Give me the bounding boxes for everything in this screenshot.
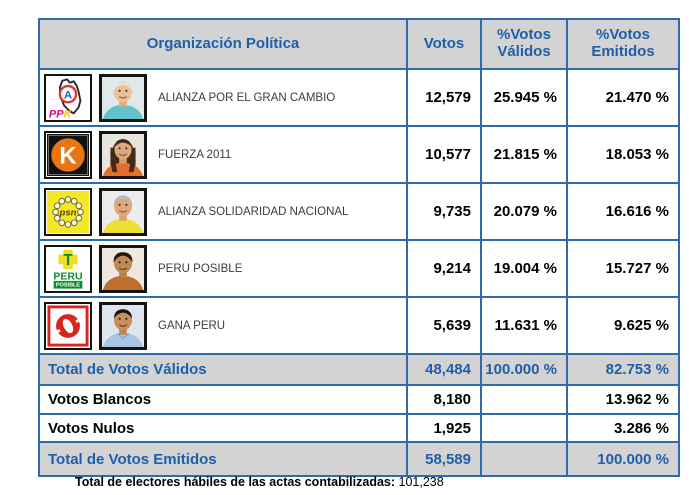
gana-peru-logo-icon (44, 301, 92, 350)
pct-validos-cell: 25.945 % (480, 68, 568, 127)
pct-validos-cell (480, 384, 568, 415)
party-cell: A PPK (38, 68, 408, 127)
party-name: PERU POSIBLE (158, 262, 243, 275)
party-row-gana-peru: GANA PERU 5,639 11.631 % 9.625 % (38, 296, 680, 355)
pct-validos-cell (480, 413, 568, 443)
party-row-fuerza-2011: K (38, 125, 680, 184)
svg-text:POSIBLE: POSIBLE (56, 282, 81, 288)
pct-validos-cell: 20.079 % (480, 182, 568, 241)
summary-label: Votos Nulos (38, 413, 408, 443)
pct-emitidos-cell: 18.053 % (566, 125, 680, 184)
party-name: GANA PERU (158, 319, 226, 332)
candidate-photo (99, 73, 147, 122)
summary-label: Votos Blancos (38, 384, 408, 415)
votes-cell: 48,484 (406, 353, 482, 386)
col-header-votos: Votos (406, 18, 482, 70)
votes-cell: 10,577 (406, 125, 482, 184)
pct-validos-cell: 19.004 % (480, 239, 568, 298)
candidate-photo (99, 187, 147, 236)
total-votos-emitidos-row: Total de Votos Emitidos 58,589 100.000 % (38, 441, 680, 477)
alianza-gran-cambio-logo-icon: A PPK (44, 73, 92, 122)
party-cell: T PERU POSIBLE (38, 239, 408, 298)
party-name: FUERZA 2011 (158, 148, 232, 161)
votos-blancos-row: Votos Blancos 8,180 13.962 % (38, 384, 680, 415)
pct-validos-cell: 100.000 % (480, 353, 568, 386)
results-table: Organización Política Votos %Votos Válid… (38, 18, 680, 477)
fuerza-2011-logo-icon: K (44, 130, 92, 179)
solidaridad-nacional-logo-icon: psn (44, 187, 92, 236)
svg-text:psn: psn (59, 207, 77, 218)
col-header-pct-emitidos: %Votos Emitidos (566, 18, 680, 70)
pct-emitidos-cell: 21.470 % (566, 68, 680, 127)
party-cell: GANA PERU (38, 296, 408, 355)
header-row: Organización Política Votos %Votos Válid… (38, 18, 680, 70)
party-row-peru-posible: T PERU POSIBLE (38, 239, 680, 298)
party-cell: K (38, 125, 408, 184)
svg-text:PERU: PERU (53, 270, 82, 282)
candidate-photo (99, 244, 147, 293)
svg-text:T: T (63, 252, 73, 269)
col-header-organizacion: Organización Política (38, 18, 408, 70)
pct-emitidos-cell: 16.616 % (566, 182, 680, 241)
votes-cell: 58,589 (406, 441, 482, 477)
pct-emitidos-cell: 15.727 % (566, 239, 680, 298)
votos-nulos-row: Votos Nulos 1,925 3.286 % (38, 413, 680, 443)
votes-cell: 9,735 (406, 182, 482, 241)
pct-validos-cell: 21.815 % (480, 125, 568, 184)
party-name: ALIANZA SOLIDARIDAD NACIONAL (158, 205, 349, 218)
footer-note-value: 101,238 (398, 475, 444, 489)
votes-cell: 9,214 (406, 239, 482, 298)
pct-emitidos-cell: 13.962 % (566, 384, 680, 415)
party-name: ALIANZA POR EL GRAN CAMBIO (158, 91, 336, 104)
votes-cell: 1,925 (406, 413, 482, 443)
svg-text:A: A (64, 89, 72, 101)
pct-emitidos-cell: 3.286 % (566, 413, 680, 443)
footer-note: Total de electores hábiles de las actas … (75, 475, 444, 489)
votes-cell: 5,639 (406, 296, 482, 355)
candidate-photo (99, 130, 147, 179)
svg-text:PPK: PPK (49, 108, 73, 118)
votes-cell: 8,180 (406, 384, 482, 415)
footer-note-label: Total de electores hábiles de las actas … (75, 475, 396, 489)
pct-emitidos-cell: 82.753 % (566, 353, 680, 386)
pct-emitidos-cell: 9.625 % (566, 296, 680, 355)
party-row-solidaridad-nacional: psn (38, 182, 680, 241)
pct-validos-cell (480, 441, 568, 477)
candidate-photo (99, 301, 147, 350)
peru-posible-logo-icon: T PERU POSIBLE (44, 244, 92, 293)
svg-text:K: K (59, 142, 77, 169)
party-cell: psn (38, 182, 408, 241)
votes-cell: 12,579 (406, 68, 482, 127)
pct-emitidos-cell: 100.000 % (566, 441, 680, 477)
summary-label: Total de Votos Emitidos (38, 441, 408, 477)
summary-label: Total de Votos Válidos (38, 353, 408, 386)
total-votos-validos-row: Total de Votos Válidos 48,484 100.000 % … (38, 353, 680, 386)
party-row-alianza-gran-cambio: A PPK (38, 68, 680, 127)
pct-validos-cell: 11.631 % (480, 296, 568, 355)
col-header-pct-validos: %Votos Válidos (480, 18, 568, 70)
